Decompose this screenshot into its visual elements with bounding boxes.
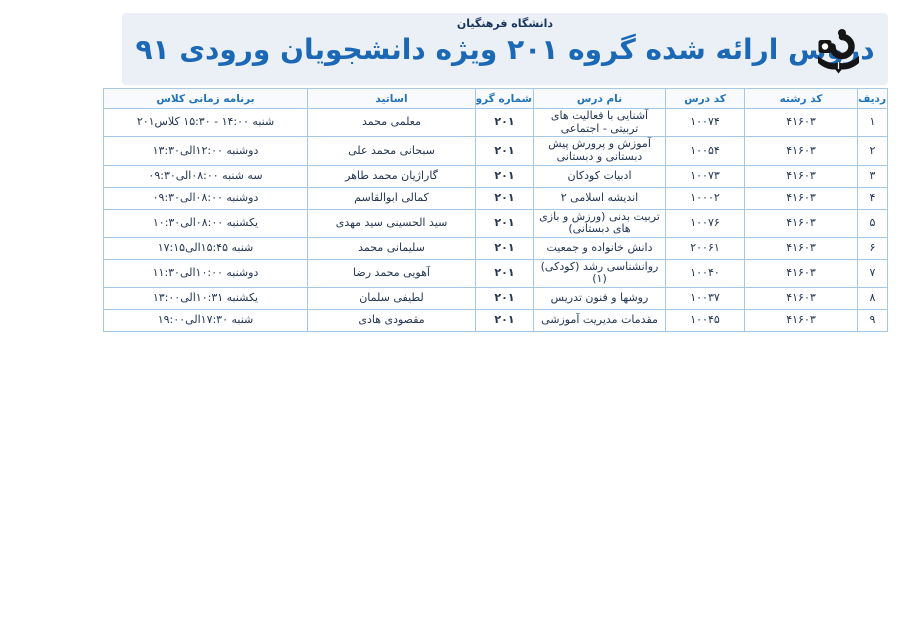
- group-no-cell: ۲۰۱: [475, 258, 534, 289]
- course-name-cell: آشنایی با فعالیت های تربیتی - اجتماعی: [533, 107, 666, 138]
- schedule-cell: دوشنبه ۱۰:۰۰الی۱۱:۳۰: [103, 258, 308, 289]
- course-table: ردیف کد رشته کد درس نام درس شماره گروه ا…: [103, 88, 888, 333]
- instructor-cell: لطیفی سلمان: [307, 287, 476, 311]
- schedule-cell: یکشنبه ۱۰:۳۱الی۱۳:۰۰: [103, 287, 308, 311]
- title-banner: دانشگاه فرهنگیان دروس ارائه شده گروه ۲۰۱…: [122, 13, 888, 85]
- field-code-cell: ۴۱۶۰۳: [744, 287, 858, 311]
- table-row: ۱ ۴۱۶۰۳ ۱۰۰۷۴ آشنایی با فعالیت های تربیت…: [103, 107, 888, 138]
- field-code-cell: ۴۱۶۰۳: [744, 208, 858, 238]
- course-name-cell: ادبیات کودکان: [533, 164, 666, 188]
- course-name-cell: روانشناسی رشد (کودکی) (۱): [533, 258, 666, 289]
- row-no-cell: ۹: [857, 309, 888, 333]
- field-code-cell: ۴۱۶۰۳: [744, 164, 858, 188]
- course-name-cell: روشها و فنون تدریس: [533, 287, 666, 311]
- row-no-cell: ۳: [857, 164, 888, 188]
- row-no-cell: ۶: [857, 236, 888, 260]
- col-header-course-code: کد درس: [665, 88, 745, 109]
- table-row: ۸ ۴۱۶۰۳ ۱۰۰۳۷ روشها و فنون تدریس ۲۰۱ لطی…: [103, 287, 888, 311]
- table-row: ۲ ۴۱۶۰۳ ۱۰۰۵۴ آموزش و پرورش پیش دبستانی …: [103, 136, 888, 166]
- row-no-cell: ۸: [857, 287, 888, 311]
- field-code-cell: ۴۱۶۰۳: [744, 258, 858, 289]
- schedule-cell: شنبه ۱۷:۳۰الی۱۹:۰۰: [103, 309, 308, 333]
- group-no-cell: ۲۰۱: [475, 164, 534, 188]
- course-code-cell: ۱۰۰۳۷: [665, 287, 745, 311]
- group-no-cell: ۲۰۱: [475, 309, 534, 333]
- col-header-field-code: کد رشته: [744, 88, 858, 109]
- field-code-cell: ۴۱۶۰۳: [744, 107, 858, 138]
- field-code-cell: ۴۱۶۰۳: [744, 136, 858, 166]
- instructor-cell: سید الحسینی سید مهدی: [307, 208, 476, 238]
- table-row: ۹ ۴۱۶۰۳ ۱۰۰۴۵ مقدمات مدیریت آموزشی ۲۰۱ م…: [103, 309, 888, 333]
- course-code-cell: ۱۰۰۴۵: [665, 309, 745, 333]
- course-name-cell: اندیشه اسلامی ۲: [533, 186, 666, 210]
- instructor-cell: آهویی محمد رضا: [307, 258, 476, 289]
- course-name-cell: آموزش و پرورش پیش دبستانی و دبستانی: [533, 136, 666, 166]
- col-header-group-no: شماره گروه: [475, 88, 534, 109]
- instructor-cell: سبحانی محمد علی: [307, 136, 476, 166]
- row-no-cell: ۴: [857, 186, 888, 210]
- group-no-cell: ۲۰۱: [475, 186, 534, 210]
- schedule-cell: شنبه ۱۴:۰۰ - ۱۵:۳۰ کلاس۲۰۱: [103, 107, 308, 138]
- instructor-cell: معلمی محمد: [307, 107, 476, 138]
- group-no-cell: ۲۰۱: [475, 136, 534, 166]
- table-row: ۴ ۴۱۶۰۳ ۱۰۰۰۲ اندیشه اسلامی ۲ ۲۰۱ کمالی …: [103, 186, 888, 210]
- course-name-cell: دانش خانواده و جمعیت: [533, 236, 666, 260]
- table-row: ۷ ۴۱۶۰۳ ۱۰۰۴۰ روانشناسی رشد (کودکی) (۱) …: [103, 258, 888, 289]
- group-no-cell: ۲۰۱: [475, 236, 534, 260]
- course-name-cell: تربیت بدنی (ورزش و بازی های دبستانی): [533, 208, 666, 238]
- row-no-cell: ۱: [857, 107, 888, 138]
- course-name-cell: مقدمات مدیریت آموزشی: [533, 309, 666, 333]
- col-header-instructor: اساتید: [307, 88, 476, 109]
- table-row: ۵ ۴۱۶۰۳ ۱۰۰۷۶ تربیت بدنی (ورزش و بازی ها…: [103, 208, 888, 238]
- instructor-cell: کمالی ابوالقاسم: [307, 186, 476, 210]
- university-logo-icon: [818, 29, 859, 74]
- course-code-cell: ۱۰۰۴۰: [665, 258, 745, 289]
- field-code-cell: ۴۱۶۰۳: [744, 309, 858, 333]
- schedule-cell: دوشنبه ۱۲:۰۰الی۱۳:۳۰: [103, 136, 308, 166]
- group-no-cell: ۲۰۱: [475, 287, 534, 311]
- schedule-cell: دوشنبه ۰۸:۰۰الی۰۹:۳۰: [103, 186, 308, 210]
- field-code-cell: ۴۱۶۰۳: [744, 186, 858, 210]
- course-code-cell: ۲۰۰۶۱: [665, 236, 745, 260]
- group-no-cell: ۲۰۱: [475, 107, 534, 138]
- page-title: دروس ارائه شده گروه ۲۰۱ ویژه دانشجویان و…: [135, 33, 875, 66]
- course-code-cell: ۱۰۰۰۲: [665, 186, 745, 210]
- table-header-row: ردیف کد رشته کد درس نام درس شماره گروه ا…: [103, 88, 888, 109]
- col-header-row-no: ردیف: [857, 88, 888, 109]
- schedule-cell: یکشنبه ۰۸:۰۰الی۱۰:۳۰: [103, 208, 308, 238]
- field-code-cell: ۴۱۶۰۳: [744, 236, 858, 260]
- university-name: دانشگاه فرهنگیان: [456, 17, 554, 30]
- col-header-course-name: نام درس: [533, 88, 666, 109]
- group-no-cell: ۲۰۱: [475, 208, 534, 238]
- course-code-cell: ۱۰۰۷۳: [665, 164, 745, 188]
- course-code-cell: ۱۰۰۷۶: [665, 208, 745, 238]
- schedule-cell: سه شنبه ۰۸:۰۰الی۰۹:۳۰: [103, 164, 308, 188]
- course-code-cell: ۱۰۰۵۴: [665, 136, 745, 166]
- row-no-cell: ۵: [857, 208, 888, 238]
- instructor-cell: سلیمانی محمد: [307, 236, 476, 260]
- instructor-cell: مقصودی هادی: [307, 309, 476, 333]
- table-row: ۳ ۴۱۶۰۳ ۱۰۰۷۳ ادبیات کودکان ۲۰۱ گاراژیان…: [103, 164, 888, 188]
- course-code-cell: ۱۰۰۷۴: [665, 107, 745, 138]
- row-no-cell: ۲: [857, 136, 888, 166]
- row-no-cell: ۷: [857, 258, 888, 289]
- col-header-schedule: برنامه زمانی کلاس: [103, 88, 308, 109]
- instructor-cell: گاراژیان محمد طاهر: [307, 164, 476, 188]
- schedule-cell: شنبه ۱۵:۴۵الی۱۷:۱۵: [103, 236, 308, 260]
- table-row: ۶ ۴۱۶۰۳ ۲۰۰۶۱ دانش خانواده و جمعیت ۲۰۱ س…: [103, 236, 888, 260]
